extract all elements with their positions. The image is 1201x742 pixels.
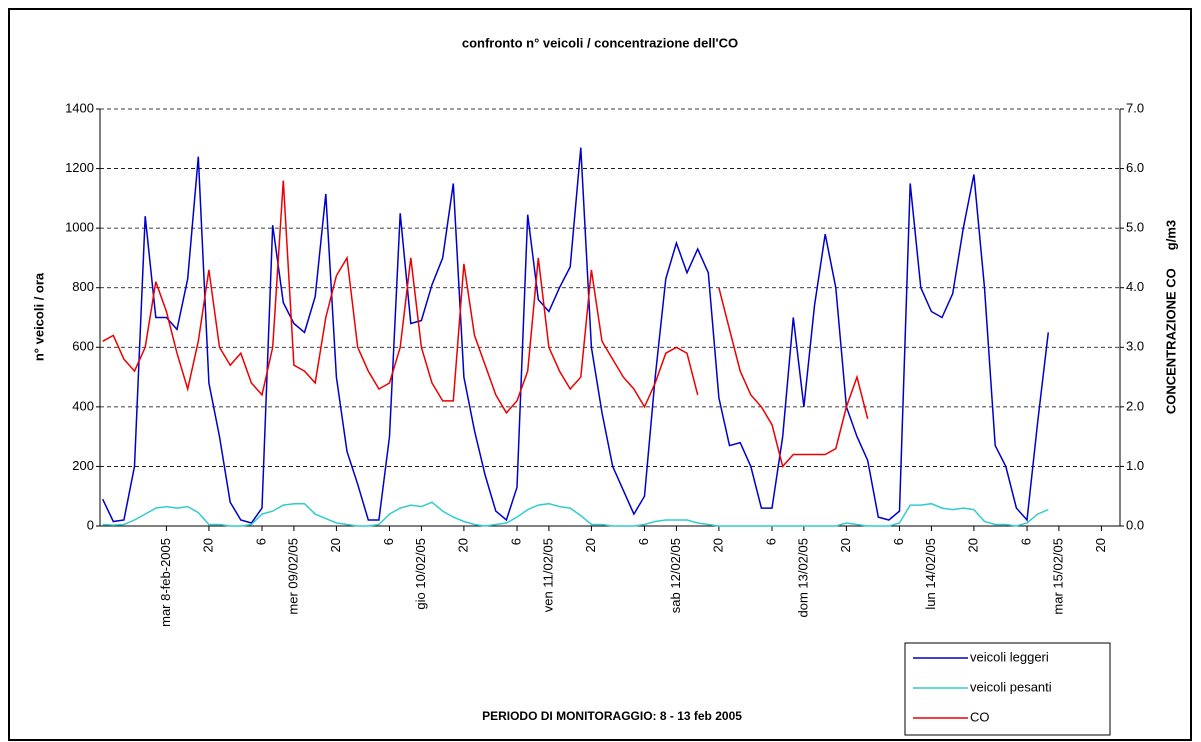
y2-tick-label: 5.0: [1126, 220, 1144, 235]
chart-subtitle: PERIODO DI MONITORAGGIO: 8 - 13 feb 2005: [482, 709, 742, 723]
legend-label: veicoli leggeri: [970, 649, 1049, 664]
y-tick-label: 1400: [65, 100, 94, 115]
x-tick-label: ven 11/02/05: [540, 538, 555, 612]
chart-border: [8, 8, 1192, 741]
series-line: [102, 180, 869, 468]
x-tick-label: mar 15/02/05: [1050, 538, 1065, 615]
legend-label: veicoli pesanti: [970, 679, 1052, 694]
y-axis-title: n° veicoli / ora: [31, 272, 46, 361]
y2-tick-label: 6.0: [1126, 160, 1144, 175]
x-tick-label: mar 8-feb-2005: [158, 538, 173, 627]
y2-tick-label: 4.0: [1126, 279, 1144, 294]
series-line: [102, 501, 1049, 527]
y-tick-label: 200: [72, 458, 94, 473]
x-tick-label: 20: [965, 538, 980, 552]
x-tick-label: 6: [1018, 538, 1033, 545]
x-tick-label: mer 09/02/05: [285, 538, 300, 615]
x-tick-label: 6: [253, 538, 268, 545]
y2-tick-label: 1.0: [1126, 458, 1144, 473]
x-tick-label: 6: [636, 538, 651, 545]
x-tick-label: 20: [1093, 538, 1108, 552]
x-tick-label: 20: [838, 538, 853, 552]
x-tick-label: 20: [328, 538, 343, 552]
x-tick-label: 20: [583, 538, 598, 552]
series-line: [102, 147, 1050, 524]
x-tick-label: gio 10/02/05: [413, 538, 428, 610]
y2-tick-label: 3.0: [1126, 339, 1144, 354]
y-tick-label: 1000: [65, 220, 94, 235]
x-tick-label: sab 12/02/05: [668, 538, 683, 613]
y-tick-label: 600: [72, 339, 94, 354]
y2-tick-label: 2.0: [1126, 398, 1144, 413]
legend-label: CO: [970, 709, 990, 724]
x-tick-label: 6: [891, 538, 906, 545]
x-tick-label: dom 13/02/05: [795, 538, 810, 618]
y2-tick-label: 7.0: [1126, 100, 1144, 115]
y-tick-label: 400: [72, 398, 94, 413]
x-tick-label: 20: [710, 538, 725, 552]
y-tick-label: 800: [72, 279, 94, 294]
y-tick-label: 1200: [65, 160, 94, 175]
x-tick-label: 6: [763, 538, 778, 545]
chart-title: confronto n° veicoli / concentrazione de…: [462, 35, 738, 50]
x-tick-label: lun 14/02/05: [923, 538, 938, 610]
y2-tick-label: 0.0: [1126, 517, 1144, 532]
x-tick-label: 6: [381, 538, 396, 545]
x-tick-label: 20: [200, 538, 215, 552]
x-tick-label: 20: [455, 538, 470, 552]
y2-axis-title: CONCENTRAZIONE CO g/m3: [1163, 220, 1178, 414]
x-tick-label: 6: [508, 538, 523, 545]
y-tick-label: 0: [87, 517, 94, 532]
